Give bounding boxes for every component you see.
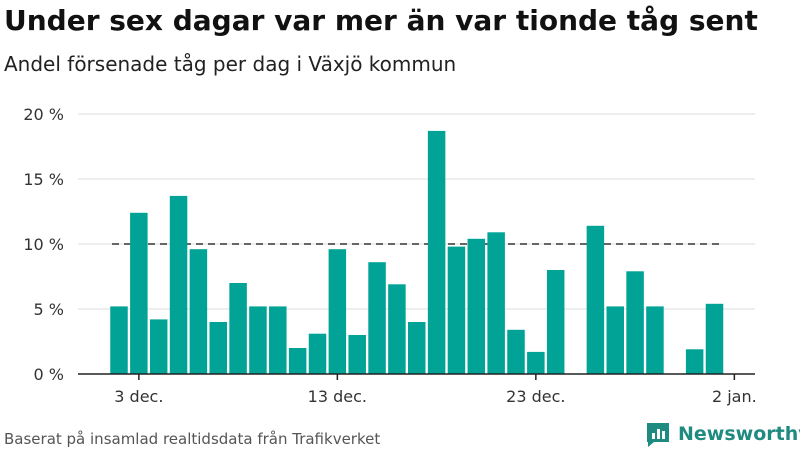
y-tick-label: 5 % (34, 300, 64, 319)
bar (249, 306, 267, 374)
bar (110, 306, 128, 374)
bar (546, 270, 565, 374)
y-tick-label: 10 % (23, 235, 64, 254)
bar (368, 262, 386, 374)
bar (288, 348, 307, 374)
newsworthy-logo-icon (647, 423, 669, 447)
bar (308, 333, 327, 374)
bar (646, 306, 664, 374)
y-tick-label: 20 % (23, 105, 64, 124)
bar (507, 329, 525, 374)
bar (229, 283, 247, 374)
bar (606, 306, 624, 374)
bar (130, 212, 148, 374)
bar (586, 225, 605, 374)
brand-name: Newsworthy (678, 423, 800, 445)
bar-chart: 0 % 5 % 10 % 15 % 20 % 3 dec. 13 dec. 23 dec. 2 … (23, 105, 756, 406)
bars (110, 130, 724, 374)
x-tick-label: 23 dec. (506, 387, 565, 406)
bar (626, 271, 644, 374)
bar (189, 249, 208, 374)
chart-title: Under sex dagar var mer än var tionde tå… (4, 4, 758, 37)
bar (169, 195, 188, 374)
bar (527, 351, 545, 374)
bar (348, 335, 366, 374)
source-note: Baserat på insamlad realtidsdata från Tr… (4, 430, 381, 448)
bar (269, 306, 287, 374)
bar (328, 249, 347, 374)
bar (685, 349, 704, 374)
bar (487, 232, 505, 374)
bar (427, 130, 446, 374)
y-tick-label: 15 % (23, 170, 64, 189)
brand-logo: Newsworthy (644, 420, 800, 448)
axes: 0 % 5 % 10 % 15 % 20 % 3 dec. 13 dec. 23 dec. 2 … (23, 105, 756, 406)
bar (388, 284, 406, 374)
bar (209, 322, 227, 374)
x-tick-label: 2 jan. (712, 387, 757, 406)
y-tick-label: 0 % (34, 365, 64, 384)
x-tick-label: 13 dec. (308, 387, 367, 406)
x-tick-label: 3 dec. (114, 387, 163, 406)
bar (447, 246, 466, 374)
bar (408, 322, 426, 374)
bar (149, 319, 168, 374)
bar (705, 303, 724, 374)
chart-subtitle: Andel försenade tåg per dag i Växjö komm… (4, 52, 457, 76)
bar (467, 238, 486, 374)
